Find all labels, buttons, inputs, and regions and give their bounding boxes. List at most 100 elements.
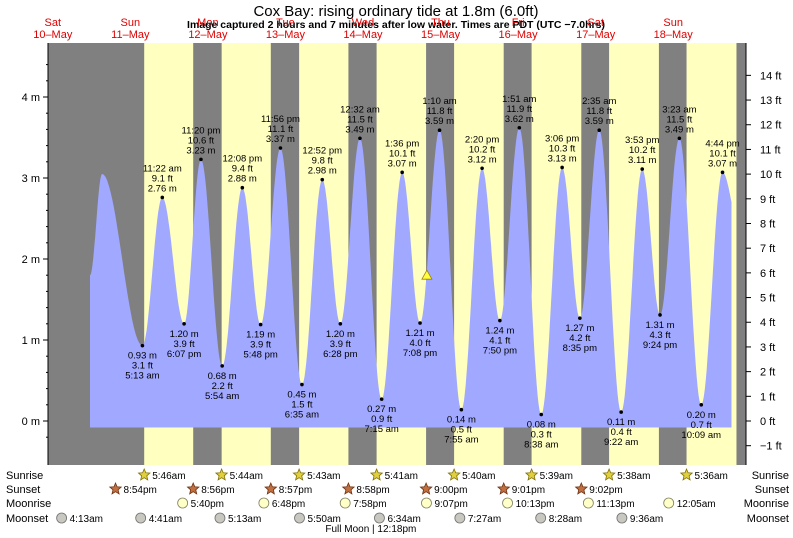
high-tide-label: 3.59 m <box>585 116 614 127</box>
day-date-label: 18–May <box>654 29 694 41</box>
chart-subtitle: Image captured 2 hours and 7 minutes aft… <box>187 19 605 31</box>
low-tide-label: 1.5 ft <box>291 400 312 411</box>
sunset-icon <box>574 481 588 495</box>
low-tide-label: 4.3 ft <box>649 330 670 341</box>
high-tide-point <box>437 128 442 133</box>
high-tide-label: 3.07 m <box>708 158 737 169</box>
right-tick-label: 12 ft <box>760 120 781 132</box>
low-tide-label: 0.4 ft <box>611 427 632 438</box>
day-date-label: 17–May <box>576 29 616 41</box>
day-of-week-label: Sun <box>663 17 683 29</box>
low-tide-label: 8:35 pm <box>563 343 597 354</box>
low-tide-point <box>140 343 145 348</box>
axes: 0 m 1 m 2 m 3 m 4 m −1 ft 0 ft 1 ft 2 ft 3 ft 4 ft… <box>22 43 782 465</box>
low-tide-label: 0.11 m <box>607 417 635 428</box>
high-tide-label: 4:44 pm <box>705 138 739 149</box>
day-date-label: 16–May <box>499 29 539 41</box>
low-tide-label: 0.20 m <box>687 410 716 421</box>
high-tide-point <box>199 157 203 162</box>
moonrise-icon <box>258 497 270 509</box>
moonrise-time-label: 9:07pm <box>434 499 467 510</box>
moonset-icon <box>374 512 385 524</box>
low-tide-point <box>699 403 704 407</box>
high-tide-label: 11:22 am <box>143 163 182 174</box>
high-tide-label: 3:53 pm <box>625 135 659 146</box>
moonrise-icon <box>339 497 351 509</box>
low-tide-point <box>220 364 224 368</box>
low-tide-label: 2.2 ft <box>212 381 233 392</box>
moonset-time-label: 4:41am <box>149 514 182 525</box>
low-tide-label: 4.0 ft <box>409 338 430 349</box>
moonset-time-label: 9:36am <box>630 514 663 525</box>
sunrise-icon <box>447 467 461 481</box>
astro-row-label-left: Moonset <box>6 513 48 525</box>
low-tide-label: 1.24 m <box>485 326 514 337</box>
low-tide-point <box>182 322 186 326</box>
low-tide-label: 0.14 m <box>447 415 476 426</box>
low-tide-label: 4.2 ft <box>569 333 590 344</box>
moonrise-icon <box>582 497 594 509</box>
high-tide-label: 1:51 am <box>502 94 536 105</box>
right-tick-label: 1 ft <box>760 391 775 403</box>
moonset-time-label: 4:13am <box>70 514 103 525</box>
moonset-time-label: 5:13am <box>228 514 261 525</box>
tide-area <box>90 127 732 428</box>
sunset-icon <box>264 481 278 495</box>
moonset-time-label: 8:28am <box>549 514 582 525</box>
moonset-icon <box>616 512 628 524</box>
high-tide-label: 11.1 ft <box>268 124 294 135</box>
day-of-week-label: Wed <box>352 17 374 29</box>
high-tide-label: 11.8 ft <box>427 106 453 117</box>
sunrise-icon <box>602 467 616 481</box>
low-tide-label: 7:15 am <box>364 424 398 435</box>
low-tide-label: 1.20 m <box>170 329 199 340</box>
low-tide-label: 1.27 m <box>565 323 594 334</box>
day-date-label: 13–May <box>266 29 306 41</box>
high-tide-point <box>597 128 602 133</box>
low-tide-point <box>578 316 582 320</box>
low-tide-point <box>338 322 343 326</box>
sunrise-time-label: 5:41am <box>385 471 418 482</box>
low-tide-label: 0.68 m <box>208 371 237 382</box>
moonrise-icon <box>502 497 513 509</box>
low-tide-point <box>619 410 623 414</box>
moonrise-icon <box>421 497 432 509</box>
astro-row-label-right: Sunset <box>755 484 789 496</box>
moonset-icon <box>135 512 147 524</box>
right-tick-label: −1 ft <box>760 441 782 453</box>
low-tide-label: 4.1 ft <box>489 336 510 347</box>
right-tick-label: 8 ft <box>760 218 775 230</box>
moonset-time-label: 5:50am <box>308 514 341 525</box>
day-of-week-label: Sun <box>121 17 141 29</box>
moonrise-time-label: 7:58pm <box>353 499 386 510</box>
right-tick-label: 13 ft <box>760 95 781 107</box>
day-of-week-label: Sat <box>45 17 62 29</box>
moonrise-icon <box>663 497 675 509</box>
moonrise-icon <box>177 497 189 509</box>
high-tide-label: 2:20 pm <box>465 134 499 145</box>
low-tide-point <box>498 318 502 323</box>
tide-extremes: 0.93 m3.1 ft5:13 am 11:22 am9.1 ft2.76 m 1… <box>125 94 740 451</box>
current-tide-marker <box>421 269 433 280</box>
high-tide-label: 11:20 pm <box>182 125 221 136</box>
sunrise-icon <box>369 467 384 481</box>
day-date-label: 12–May <box>188 29 228 41</box>
high-tide-label: 10.2 ft <box>469 144 496 155</box>
right-tick-label: 11 ft <box>760 144 781 156</box>
sunrise-time-label: 5:44am <box>230 471 263 482</box>
low-tide-label: 0.27 m <box>367 404 396 415</box>
moonset-icon <box>535 512 547 524</box>
low-tide-label: 3.1 ft <box>132 361 153 372</box>
day-date-label: 10–May <box>33 29 73 41</box>
low-tide-label: 9:24 pm <box>643 340 677 351</box>
moonrise-time-label: 12:05am <box>677 499 716 510</box>
low-tide-label: 6:28 pm <box>323 349 357 360</box>
sunset-time-label: 9:00pm <box>434 485 467 496</box>
high-tide-label: 11.5 ft <box>667 114 693 125</box>
high-tide-point <box>358 136 362 141</box>
high-tide-label: 12:08 pm <box>223 154 263 165</box>
high-tide-label: 3.59 m <box>425 116 454 127</box>
sunrise-icon <box>524 467 539 481</box>
high-tide-point <box>560 165 564 170</box>
